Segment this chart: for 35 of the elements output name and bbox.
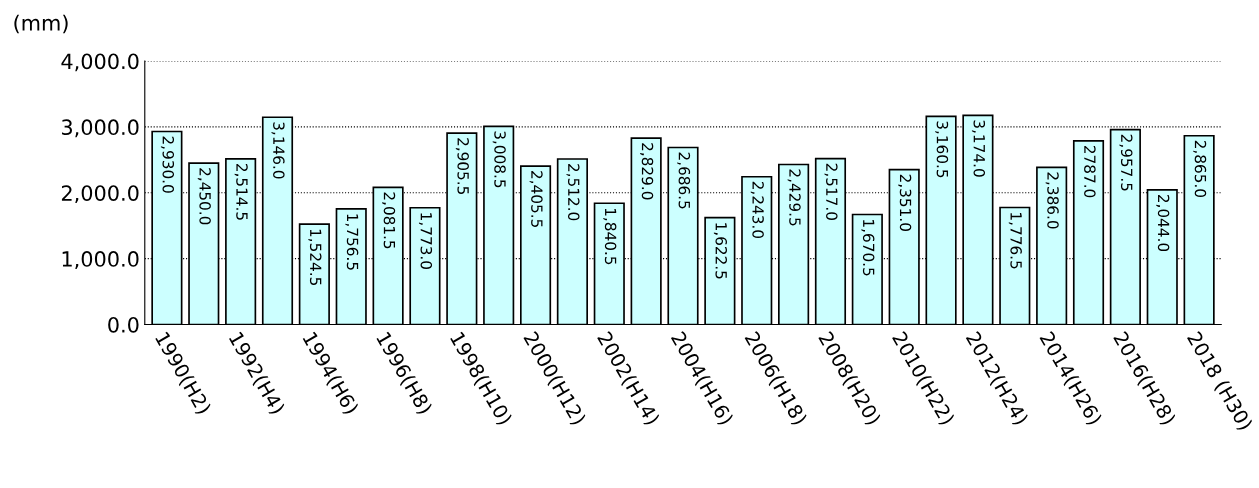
data-label: 2,450.0 (197, 168, 211, 225)
data-label: 1,670.5 (861, 220, 875, 276)
data-label: 1,622.5 (713, 223, 727, 279)
y-tick-label: 1,000.0 (62, 251, 139, 269)
data-label: 3,174.0 (971, 120, 986, 177)
data-label: 3,146.0 (271, 122, 285, 179)
data-label: 2,386.0 (1045, 172, 1059, 229)
data-label: 2,081.5 (382, 192, 396, 249)
data-label: 2,512.0 (566, 164, 580, 221)
y-tick-label: 0.0 (108, 316, 139, 333)
data-label: 2,905.5 (455, 138, 469, 195)
data-label: 2,243.0 (750, 181, 764, 238)
data-label: 2,517.0 (824, 163, 838, 220)
y-axis-title: (mm) (14, 14, 68, 34)
data-label: 1,776.5 (1008, 213, 1022, 269)
data-label: 3,160.5 (935, 121, 949, 178)
data-label: 2,044.0 (1156, 194, 1170, 252)
data-label: 2,865.0 (1193, 140, 1207, 198)
data-label: 2,351.0 (898, 174, 912, 231)
y-tick-label: 2,000.0 (61, 185, 139, 204)
data-label: 2,686.5 (677, 152, 691, 209)
y-tick-label: 3,000.0 (61, 119, 139, 138)
data-label: 1,773.0 (418, 213, 433, 269)
data-label: 2,514.5 (234, 163, 248, 220)
data-label: 1,840.5 (603, 208, 617, 265)
data-label: 2,429.5 (787, 169, 801, 226)
data-label: 2,957.5 (1119, 134, 1133, 191)
data-label: 1,524.5 (308, 229, 322, 286)
data-label: 2,930.0 (160, 136, 175, 193)
data-label: 2787.0 (1084, 145, 1096, 198)
data-label: 1,756.5 (345, 214, 359, 270)
data-label: 3,008.5 (492, 131, 506, 188)
y-tick-label: 4,000.0 (61, 53, 139, 72)
data-label: 2,829.0 (640, 143, 654, 200)
data-label: 2,405.5 (529, 171, 543, 227)
